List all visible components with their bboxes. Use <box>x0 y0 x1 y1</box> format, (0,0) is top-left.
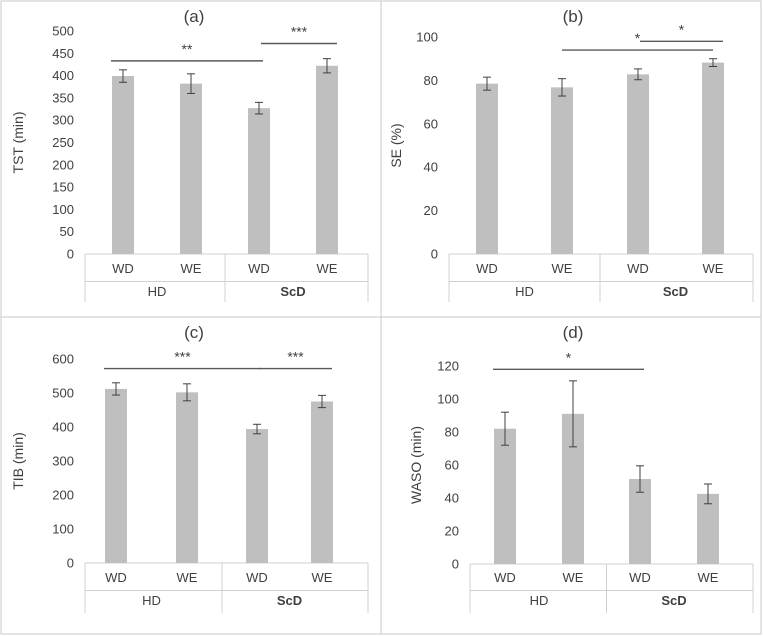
y-tick-label-b-5: 100 <box>416 30 438 45</box>
group-label-d-0: HD <box>530 593 549 608</box>
group-label-b-0: HD <box>515 284 534 299</box>
category-label-a-2: WD <box>248 261 270 276</box>
y-tick-label-a-9: 450 <box>52 46 74 61</box>
chart-title-a: (a) <box>184 7 205 26</box>
bar-b-2 <box>627 74 649 254</box>
bar-d-2 <box>629 479 651 564</box>
category-label-a-0: WD <box>112 261 134 276</box>
bar-a-3 <box>316 65 338 255</box>
significance-label-b-0: * <box>635 30 641 46</box>
significance-label-d-0: * <box>566 349 572 365</box>
bar-b-0 <box>476 83 498 254</box>
category-label-b-3: WE <box>703 261 724 276</box>
y-tick-label-c-2: 200 <box>52 488 74 503</box>
y-tick-label-d-5: 100 <box>437 392 459 407</box>
y-tick-label-d-6: 120 <box>437 359 459 374</box>
y-tick-label-d-3: 60 <box>445 458 459 473</box>
chart-title-d: (d) <box>563 323 584 342</box>
bar-a-1 <box>180 83 202 255</box>
y-axis-label-b: SE (%) <box>388 123 404 167</box>
category-label-d-2: WD <box>629 570 651 585</box>
y-tick-label-c-5: 500 <box>52 386 74 401</box>
bar-b-3 <box>702 62 724 254</box>
group-label-b-1: ScD <box>663 284 688 299</box>
category-label-c-3: WE <box>312 570 333 585</box>
y-tick-label-d-2: 40 <box>445 491 459 506</box>
significance-label-c-0: *** <box>174 349 191 365</box>
y-tick-label-b-1: 20 <box>424 203 438 218</box>
significance-label-c-1: *** <box>287 349 304 365</box>
category-label-a-1: WE <box>181 261 202 276</box>
y-tick-label-b-0: 0 <box>431 247 438 262</box>
bar-d-1 <box>562 413 584 564</box>
significance-label-b-1: * <box>679 21 685 37</box>
y-tick-label-a-2: 100 <box>52 202 74 217</box>
category-label-d-3: WE <box>698 570 719 585</box>
category-label-c-1: WE <box>177 570 198 585</box>
y-tick-label-c-4: 400 <box>52 420 74 435</box>
y-tick-label-a-0: 0 <box>67 247 74 262</box>
y-tick-label-d-4: 80 <box>445 425 459 440</box>
y-axis-label-c: TIB (min) <box>10 432 26 490</box>
y-tick-label-a-10: 500 <box>52 24 74 39</box>
bar-c-0 <box>105 388 127 563</box>
y-tick-label-a-5: 250 <box>52 135 74 150</box>
bar-c-2 <box>246 429 268 563</box>
group-label-a-1: ScD <box>280 284 305 299</box>
y-tick-label-c-3: 300 <box>52 454 74 469</box>
category-label-b-0: WD <box>476 261 498 276</box>
y-tick-label-a-8: 400 <box>52 68 74 83</box>
y-tick-label-d-0: 0 <box>452 557 459 572</box>
category-label-a-3: WE <box>317 261 338 276</box>
bar-a-2 <box>248 108 270 255</box>
bar-c-1 <box>176 392 198 563</box>
bar-d-0 <box>494 428 516 564</box>
y-tick-label-a-6: 300 <box>52 113 74 128</box>
y-axis-label-d: WASO (min) <box>408 426 424 504</box>
y-axis-label-a: TST (min) <box>10 112 26 174</box>
panel-border-d <box>380 316 762 635</box>
group-label-a-0: HD <box>148 284 167 299</box>
category-label-c-2: WD <box>246 570 268 585</box>
y-tick-label-a-3: 150 <box>52 180 74 195</box>
chart-title-b: (b) <box>563 7 584 26</box>
bar-a-0 <box>112 76 134 255</box>
y-tick-label-c-6: 600 <box>52 352 74 367</box>
significance-label-a-1: *** <box>291 23 308 39</box>
group-label-c-0: HD <box>142 593 161 608</box>
y-tick-label-d-1: 20 <box>445 524 459 539</box>
y-tick-label-b-2: 40 <box>424 160 438 175</box>
category-label-b-2: WD <box>627 261 649 276</box>
y-tick-label-b-4: 80 <box>424 73 438 88</box>
category-label-b-1: WE <box>552 261 573 276</box>
bar-b-1 <box>551 87 573 255</box>
chart-title-c: (c) <box>184 323 204 342</box>
category-label-c-0: WD <box>105 570 127 585</box>
bar-c-3 <box>311 401 333 563</box>
y-tick-label-c-0: 0 <box>67 556 74 571</box>
y-tick-label-b-3: 60 <box>424 116 438 131</box>
y-tick-label-a-1: 50 <box>60 224 74 239</box>
group-label-d-1: ScD <box>661 593 686 608</box>
y-tick-label-a-7: 350 <box>52 90 74 105</box>
category-label-d-0: WD <box>494 570 516 585</box>
y-tick-label-a-4: 200 <box>52 157 74 172</box>
y-tick-label-c-1: 100 <box>52 522 74 537</box>
bar-d-3 <box>697 493 719 564</box>
significance-label-a-0: ** <box>182 41 193 57</box>
group-label-c-1: ScD <box>277 593 302 608</box>
category-label-d-1: WE <box>563 570 584 585</box>
